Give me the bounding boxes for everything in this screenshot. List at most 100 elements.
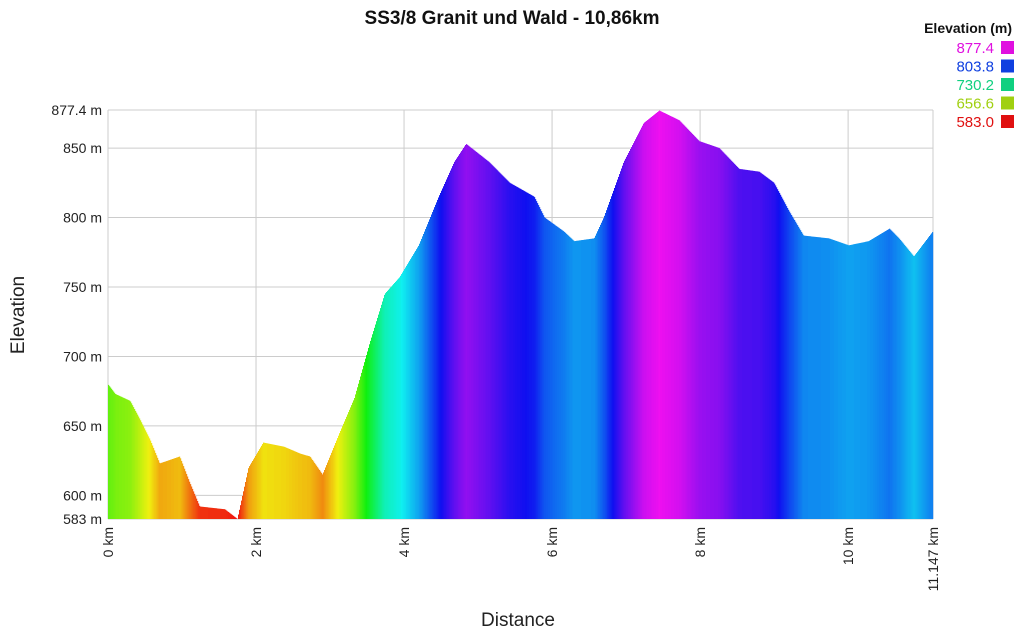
profile-stripe [281,446,283,519]
profile-stripe [477,152,479,520]
profile-stripe [913,255,915,520]
profile-stripe [787,208,789,519]
profile-stripe [864,242,866,519]
profile-stripe [857,243,859,519]
legend-label: 877.4 [956,40,994,57]
profile-stripe [796,223,798,519]
profile-stripe [247,472,249,519]
legend-swatch [1001,78,1014,91]
profile-stripe [257,452,259,519]
profile-stripe [255,456,257,519]
profile-stripe [921,246,923,519]
profile-stripe [918,250,920,519]
profile-stripe [118,395,120,519]
profile-stripe [173,458,175,519]
profile-stripe [797,225,799,519]
profile-stripe [492,165,494,520]
profile-stripe [576,240,578,520]
profile-stripe [302,454,304,519]
profile-stripe [280,446,282,519]
profile-stripe [490,163,492,520]
profile-stripe [517,187,519,519]
profile-stripe [238,514,240,519]
profile-stripe [513,184,515,519]
profile-stripe [410,259,412,519]
profile-stripe [870,240,872,519]
profile-stripe [765,176,767,520]
profile-stripe [224,509,226,519]
profile-stripe [911,253,913,519]
profile-stripe [361,372,363,519]
profile-stripe [782,198,784,519]
profile-stripe [117,395,119,519]
profile-stripe [852,244,854,519]
profile-stripe [590,238,592,519]
profile-stripe [215,508,217,519]
profile-stripe [131,403,133,519]
profile-stripe [190,484,192,519]
profile-stripe [705,143,707,520]
profile-stripe [749,170,751,520]
profile-stripe [216,508,218,519]
profile-stripe [211,507,213,519]
profile-stripe [312,460,314,519]
profile-stripe [243,491,245,519]
profile-stripe [836,241,838,519]
profile-stripe [245,482,247,519]
profile-stripe [407,264,409,519]
profile-stripe [114,392,116,519]
profile-stripe [706,143,708,519]
profile-stripe [262,444,264,519]
profile-stripe [893,232,895,519]
profile-stripe [295,451,297,519]
profile-stripe [305,455,307,519]
profile-stripe [698,140,700,519]
profile-stripe [240,505,242,519]
profile-stripe [925,241,927,520]
profile-stripe [399,277,401,519]
profile-stripe [279,445,281,519]
profile-stripe [327,462,329,519]
profile-stripe [777,189,779,519]
profile-stripe [501,174,503,519]
profile-stripe [187,476,189,519]
profile-stripe [745,169,747,520]
profile-stripe [431,214,433,519]
profile-stripe [263,442,265,519]
profile-stripe [405,267,407,519]
profile-stripe [162,462,164,519]
profile-stripe [638,133,640,519]
profile-stripe [475,151,477,519]
profile-stripe [681,122,683,519]
profile-stripe [326,465,328,519]
profile-stripe [784,202,786,520]
profile-stripe [489,162,491,520]
profile-stripe [688,129,690,520]
profile-stripe [591,238,593,520]
profile-stripe [298,452,300,519]
profile-stripe [700,141,702,519]
profile-stripe [460,152,462,519]
profile-stripe [468,145,470,519]
profile-stripe [239,509,241,519]
profile-stripe [683,124,685,519]
profile-stripe [680,121,682,519]
profile-stripe [630,149,632,519]
profile-stripe [304,454,306,519]
profile-stripe [747,170,749,519]
x-tick-label: 10 km [840,527,856,565]
profile-stripe [396,280,398,519]
profile-stripe [711,145,713,520]
profile-stripe [412,255,414,519]
profile-stripe [504,177,506,519]
y-tick-label: 800 m [63,210,102,226]
profile-stripe [533,196,535,519]
profile-stripe [461,151,463,519]
profile-stripe [778,191,780,519]
profile-stripe [144,428,146,519]
profile-stripe [206,507,208,519]
profile-stripe [645,121,647,519]
profile-stripe [205,507,207,519]
profile-stripe [487,160,489,519]
